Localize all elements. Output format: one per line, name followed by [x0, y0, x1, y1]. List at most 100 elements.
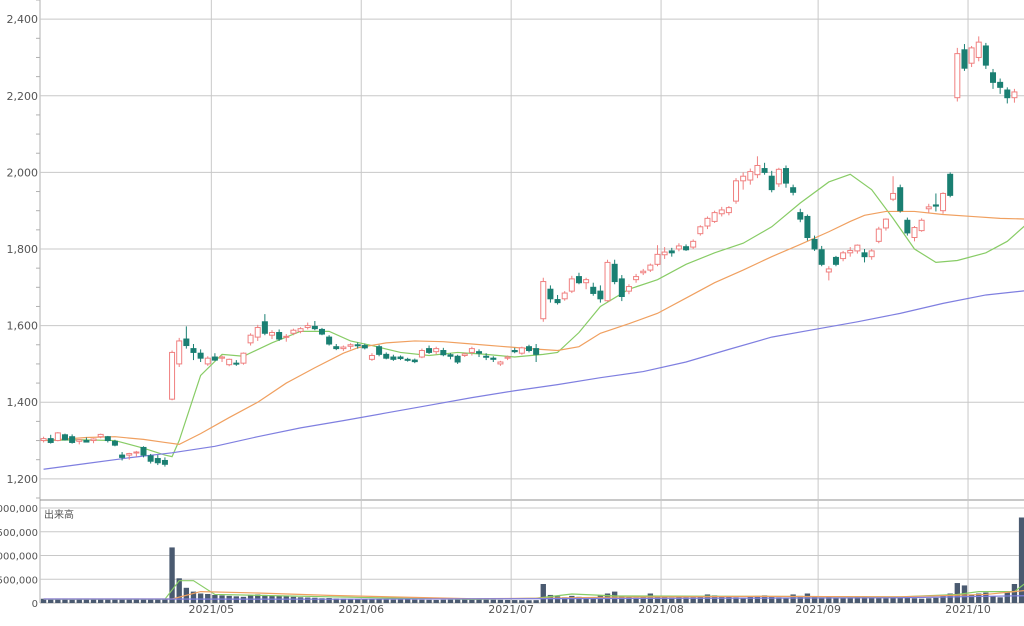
candle-body — [733, 180, 740, 202]
volume-bar — [40, 598, 47, 603]
candle-body — [668, 250, 675, 254]
candle-body — [932, 204, 939, 207]
candle-body — [954, 53, 961, 99]
candle-body — [133, 451, 140, 454]
volume-bar — [654, 596, 661, 603]
volume-bar — [440, 599, 447, 603]
candle-body — [811, 238, 818, 250]
volume-bar — [476, 599, 482, 603]
volume-bar — [868, 597, 875, 603]
candle-body — [111, 440, 118, 446]
volume-bar — [776, 597, 782, 603]
price-tick-label: 1,800 — [7, 243, 39, 256]
candle-body — [397, 356, 404, 360]
volume-bar — [519, 600, 525, 603]
volume-bar — [1011, 584, 1018, 603]
candle-body — [104, 436, 111, 442]
volume-bar — [740, 597, 746, 603]
volume-bar — [112, 599, 118, 603]
volume-tick-label: 500,000 — [0, 575, 38, 586]
candle-body — [197, 352, 204, 359]
candle-body — [861, 252, 868, 258]
volume-bar — [933, 597, 939, 603]
volume-bar — [98, 599, 104, 603]
candle-body — [504, 356, 511, 359]
candle-body — [461, 353, 468, 356]
x-tick-label: 2021/08 — [638, 603, 684, 616]
candle-body — [1011, 91, 1018, 99]
candle-body — [454, 355, 461, 363]
volume-bar — [90, 599, 97, 603]
volume-bar — [683, 597, 689, 603]
candle-body — [276, 332, 283, 340]
candle-body — [554, 299, 561, 304]
candle-body — [411, 359, 418, 363]
candle-body — [790, 187, 797, 193]
volume-bar — [362, 599, 368, 603]
volume-bar — [55, 598, 61, 603]
candle-body — [490, 357, 497, 360]
candle-body — [661, 251, 668, 256]
volume-bar — [619, 596, 625, 603]
candle-body — [782, 168, 789, 184]
candle-body — [433, 348, 440, 353]
candle-body — [761, 168, 768, 173]
volume-bar — [290, 596, 297, 603]
volume-bar — [397, 599, 404, 603]
candle-body — [947, 173, 954, 196]
volume-bar — [205, 593, 211, 603]
candle-body — [61, 434, 68, 441]
volume-bar — [633, 597, 639, 603]
volume-bar — [576, 596, 582, 603]
candle-body — [711, 212, 718, 222]
volume-bar — [897, 597, 903, 603]
volume-moving-average-line — [43, 595, 1024, 600]
candle-body — [654, 253, 661, 265]
price-tick-label: 2,400 — [7, 13, 39, 26]
volume-bar — [911, 598, 918, 603]
volume-bar — [883, 598, 889, 603]
candle-body — [561, 292, 568, 300]
volume-bar — [961, 585, 968, 603]
candle-body — [675, 245, 682, 250]
candle-body — [533, 348, 540, 355]
candle-body — [440, 350, 447, 356]
volume-bar — [447, 599, 454, 603]
price-moving-average-line — [43, 210, 1024, 445]
volume-bar — [1018, 517, 1024, 603]
candle-body — [304, 325, 311, 329]
volume-bar — [854, 596, 861, 603]
candle-body — [940, 192, 947, 212]
candle-body — [154, 458, 161, 464]
candle-body — [875, 228, 882, 242]
volume-bar — [483, 599, 489, 603]
price-tick-label: 2,000 — [7, 166, 39, 179]
volume-bar — [811, 596, 818, 603]
candle-body — [211, 356, 218, 361]
volume-bar — [676, 596, 682, 603]
candle-body — [611, 263, 618, 283]
candle-body — [540, 281, 547, 320]
volume-bar — [968, 594, 975, 603]
candle-body — [690, 240, 697, 248]
candle-body — [204, 357, 211, 365]
price-moving-average-line — [43, 173, 1024, 458]
volume-bar — [554, 596, 561, 603]
volume-moving-average-line — [43, 580, 1024, 601]
candle-body — [476, 351, 483, 354]
volume-bar — [369, 599, 375, 603]
volume-bar — [904, 597, 911, 603]
candle-body — [882, 218, 889, 229]
volume-bar — [690, 597, 696, 603]
candle-body — [376, 346, 383, 355]
candle-body — [269, 332, 276, 336]
volume-bar — [419, 599, 425, 603]
volume-bar — [512, 600, 518, 603]
candle-body — [47, 438, 54, 443]
volume-bar — [640, 596, 646, 603]
volume-bar — [426, 599, 432, 603]
candle-body — [911, 227, 918, 239]
candle-body — [404, 358, 411, 361]
candle-body — [961, 49, 968, 69]
